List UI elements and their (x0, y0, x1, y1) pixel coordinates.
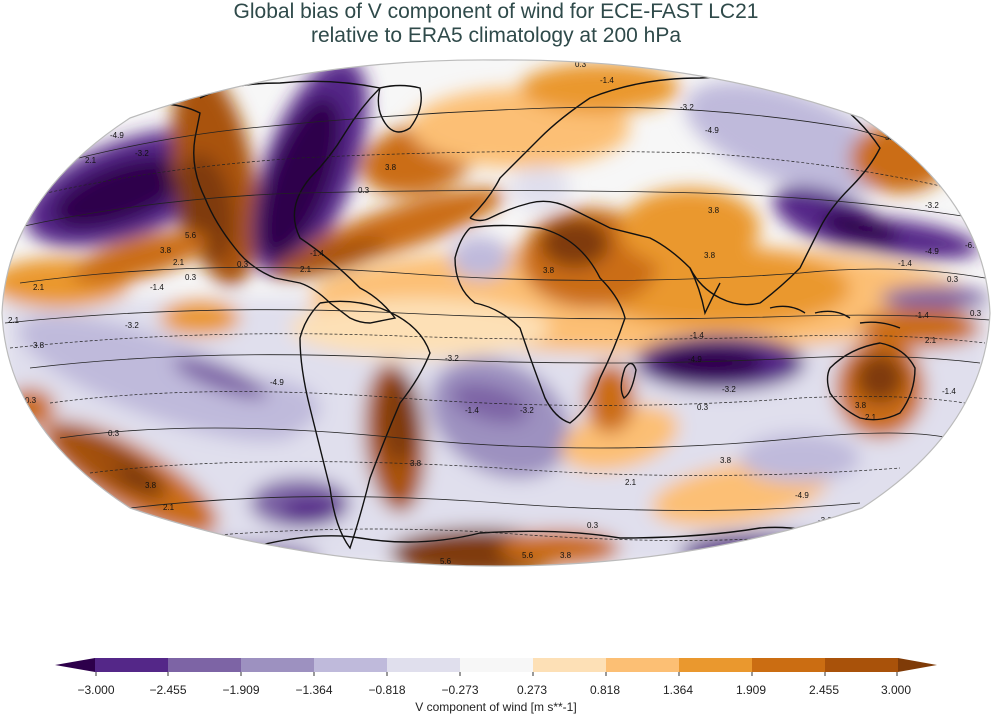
svg-text:3.8: 3.8 (410, 459, 422, 468)
svg-text:0.3: 0.3 (160, 91, 172, 100)
svg-text:3.8: 3.8 (160, 246, 172, 255)
climatology-contours-negative (9, 150, 986, 541)
svg-text:-1.4: -1.4 (690, 331, 704, 340)
svg-text:3.8: 3.8 (33, 341, 45, 350)
svg-text:3.8: 3.8 (708, 206, 720, 215)
chart-title: Global bias of V component of wind for E… (0, 0, 992, 48)
title-line-2: relative to ERA5 climatology at 200 hPa (310, 24, 682, 47)
svg-text:-1.4: -1.4 (150, 283, 164, 292)
svg-text:2.1: 2.1 (173, 258, 185, 267)
svg-text:-3.2: -3.2 (445, 354, 459, 363)
colorbar-label: V component of wind [m s**-1] (415, 700, 577, 714)
climatology-contours (4, 106, 990, 511)
colorbar (55, 658, 937, 716)
colorbar-tick: −0.273 (441, 683, 479, 697)
svg-text:-3.2: -3.2 (200, 535, 214, 544)
colorbar-tick: −0.818 (368, 683, 406, 697)
colorbar-tick: 2.455 (808, 683, 840, 697)
svg-text:-1.4: -1.4 (942, 387, 956, 396)
svg-text:-4.9: -4.9 (110, 131, 124, 140)
svg-text:-1.4: -1.4 (600, 76, 614, 85)
svg-text:-3.2: -3.2 (818, 516, 832, 525)
svg-text:0.3: 0.3 (575, 60, 587, 69)
svg-text:-6.7: -6.7 (38, 151, 52, 160)
svg-text:2.1: 2.1 (8, 316, 20, 325)
svg-text:2.1: 2.1 (860, 80, 872, 89)
bias-field: 3.8 2.1 0.3 -1.4 -4.9 -3.2 -6.7 5.6 3.8 … (2, 58, 990, 566)
colorbar-tick: −3.000 (77, 683, 115, 697)
svg-text:3.8: 3.8 (385, 163, 397, 172)
svg-text:3.8: 3.8 (704, 251, 716, 260)
svg-text:0.3: 0.3 (587, 521, 599, 530)
svg-text:-3.2: -3.2 (680, 103, 694, 112)
svg-text:-3.2: -3.2 (925, 201, 939, 210)
svg-text:0.3: 0.3 (358, 186, 370, 195)
svg-text:-4.9: -4.9 (270, 378, 284, 387)
svg-text:2.1: 2.1 (300, 265, 312, 274)
svg-text:-1.4: -1.4 (898, 259, 912, 268)
svg-text:-4.9: -4.9 (925, 247, 939, 256)
svg-text:0.3: 0.3 (108, 429, 120, 438)
svg-text:-3.2: -3.2 (520, 406, 534, 415)
svg-text:0.3: 0.3 (709, 60, 721, 69)
colorbar-tick: −1.364 (295, 683, 333, 697)
svg-text:-1.4: -1.4 (240, 58, 254, 65)
colorbar-tick: 0.818 (589, 683, 621, 697)
colorbar-tick: 0.273 (516, 683, 548, 697)
svg-text:0.3: 0.3 (185, 273, 197, 282)
svg-text:-1.4: -1.4 (465, 406, 479, 415)
map-plot: 3.8 2.1 0.3 -1.4 -4.9 -3.2 -6.7 5.6 3.8 … (0, 58, 992, 568)
svg-text:-3.2: -3.2 (135, 149, 149, 158)
svg-text:-1.4: -1.4 (915, 311, 929, 320)
svg-text:0.3: 0.3 (697, 403, 709, 412)
colorbar-extend-low (55, 658, 95, 672)
svg-text:-4.9: -4.9 (795, 491, 809, 500)
svg-text:0.3: 0.3 (947, 275, 959, 284)
svg-text:0.3: 0.3 (237, 260, 249, 269)
globe-outline (1, 59, 991, 567)
colorbar-tick: 1.909 (735, 683, 767, 697)
svg-text:2.1: 2.1 (85, 156, 97, 165)
svg-text:-3.2: -3.2 (722, 385, 736, 394)
svg-text:3.8: 3.8 (40, 151, 52, 160)
svg-text:0.3: 0.3 (25, 396, 37, 405)
svg-text:5.6: 5.6 (522, 551, 534, 560)
colorbar-tick: 3.000 (880, 683, 912, 697)
colorbar-tick: −1.909 (222, 683, 260, 697)
svg-text:-6.7: -6.7 (965, 241, 979, 250)
coastlines (129, 76, 916, 564)
svg-text:5.6: 5.6 (440, 557, 452, 566)
svg-text:3.8: 3.8 (145, 481, 157, 490)
svg-text:-4.9: -4.9 (688, 355, 702, 364)
svg-text:3.8: 3.8 (855, 401, 867, 410)
colorbar-extend-high (898, 658, 937, 672)
svg-text:3.8: 3.8 (720, 456, 732, 465)
svg-text:2.1: 2.1 (163, 503, 175, 512)
svg-text:-3.2: -3.2 (125, 321, 139, 330)
svg-text:3.8: 3.8 (560, 551, 572, 560)
svg-text:-1.4: -1.4 (120, 106, 134, 115)
title-line-1: Global bias of V component of wind for E… (233, 0, 759, 23)
svg-text:0.3: 0.3 (970, 309, 982, 318)
svg-text:3.8: 3.8 (885, 133, 897, 142)
svg-text:-1.4: -1.4 (310, 249, 324, 258)
svg-text:-3.2: -3.2 (232, 71, 246, 80)
svg-text:2.1: 2.1 (33, 283, 45, 292)
svg-text:2.1: 2.1 (625, 478, 637, 487)
svg-text:2.1: 2.1 (925, 336, 937, 345)
colorbar-tick: 1.364 (662, 683, 694, 697)
colorbar-tick: −2.455 (149, 683, 187, 697)
svg-text:-4.9: -4.9 (705, 126, 719, 135)
svg-text:5.6: 5.6 (185, 231, 197, 240)
svg-text:2.1: 2.1 (865, 413, 877, 422)
svg-text:3.8: 3.8 (543, 266, 555, 275)
